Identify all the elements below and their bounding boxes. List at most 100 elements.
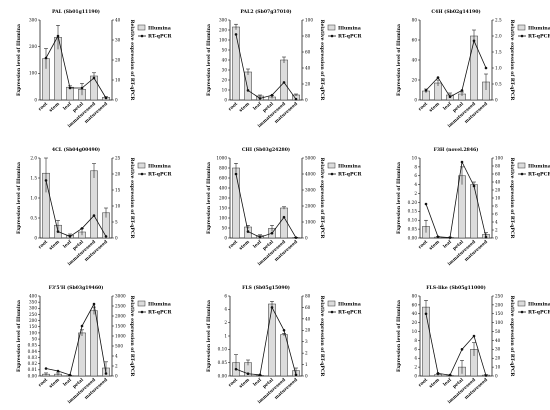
left-tick-label: 0 [34,97,37,102]
right-tick-label: 0 [305,97,308,102]
right-tick-label: 1000 [305,219,316,224]
right-axis-title: Relative expression of RT-qPCR [129,158,135,239]
left-tick-label: 6 [414,347,417,352]
left-tick-label: 250 [29,312,37,317]
chart-title: F3'5'H (Sb03g19460) [49,284,104,291]
right-tick-label: 0 [305,373,308,378]
legend-swatch-point [140,34,144,38]
qpcr-point [258,97,262,100]
legend-label-bar: Illumina [528,301,550,307]
bar [280,59,288,101]
qpcr-point [92,214,96,217]
legend-label-line: RT-qPCR [338,34,362,40]
right-tick-label: 20 [305,328,311,333]
left-tick-label: 40 [222,57,228,62]
left-tick-label: 400 [29,293,37,298]
left-tick-label: 20 [412,320,418,325]
chart-title: F3H (novel.2846) [434,146,479,153]
left-tick-label: 1000 [216,155,227,160]
right-tick-label: 10 [115,203,121,208]
left-tick-label: 50 [32,336,38,341]
right-tick-label: 100 [495,155,503,160]
right-tick-label: 0 [495,373,498,378]
legend-label-line: RT-qPCR [338,172,362,178]
qpcr-point [282,81,286,84]
right-tick-label: 40 [305,65,311,70]
qpcr-point [270,231,274,235]
qpcr-point [56,34,60,38]
left-tick-label: 0.05 [28,343,38,348]
qpcr-point [80,86,84,90]
left-axis-title: Expression level of Illumina [16,300,22,372]
category-label: leaf [443,239,454,250]
qpcr-point [68,373,72,377]
right-tick-label: 10 [495,365,501,370]
right-tick-label: 10 [495,195,501,200]
qpcr-line [425,160,487,239]
left-tick-label: 8 [414,164,417,169]
qpcr-point [44,179,48,182]
legend-swatch-point [520,310,524,314]
left-tick-label: 10 [222,87,228,92]
right-tick-label: 4 [495,219,498,224]
bar [422,306,430,377]
qpcr-point [448,373,452,377]
legend-swatch-point [330,34,334,38]
left-tick-label: 60 [412,302,418,307]
legend-swatch-point [330,172,334,176]
category-label: root [38,102,49,113]
left-tick-label: 0.01 [28,367,38,372]
legend-label-bar: Illumina [528,25,550,31]
right-tick-label: 40 [305,316,311,321]
right-tick-label: 60 [305,305,311,310]
right-axis-title: Relative expression of RT-qPCR [509,158,515,239]
qpcr-point [258,373,262,377]
qpcr-point [282,215,286,219]
qpcr-line [45,180,107,237]
chart-panel: 4CL (Sb04g00490) 0 0.5 1.0 1.5 2.0 0 5 10 15 20 25 E… [16,146,172,267]
qpcr-point [472,184,476,188]
right-tick-label: 20 [495,356,501,361]
qpcr-point [56,230,60,233]
right-tick-label: 3 [305,339,308,344]
category-label: leaf [63,377,74,388]
left-tick-label: 30 [222,67,228,72]
right-tick-label: 10 [115,77,121,82]
category-label: leaf [63,239,74,250]
left-tick-label: 0 [224,235,227,240]
right-tick-label: 2 [305,351,308,356]
category-label: root [38,240,49,251]
left-tick-label: 2 [414,191,417,196]
left-tick-label: 20 [222,77,228,82]
chart-panel: PAL2 (Sb07g37010) 0 10 20 30 40 50 100 200 300 0 20… [206,8,362,129]
left-tick-label: 0 [414,373,417,378]
right-tick-label: 1000 [115,333,126,338]
right-tick-label: 20 [115,57,121,62]
category-label: root [418,102,429,113]
right-tick-label: 0 [305,235,308,240]
qpcr-point [472,39,476,43]
category-label: leaf [253,377,264,388]
legend-label-bar: Illumina [148,25,171,31]
qpcr-point [68,86,72,90]
right-tick-label: 2 [495,227,498,232]
right-tick-label: 0.5 [495,81,502,86]
right-tick-label: 0 [495,97,498,102]
category-label: leaf [443,377,454,388]
right-tick-label: 25 [115,155,121,160]
right-tick-label: 0 [115,235,118,240]
qpcr-point [56,369,60,373]
left-tick-label: 150 [219,205,227,210]
left-tick-label: 80 [412,293,418,298]
right-tick-label: 2500 [115,303,126,308]
qpcr-point [44,56,48,60]
legend-label-bar: Illumina [148,301,171,307]
legend-swatch-bar [517,162,526,169]
right-tick-label: 6 [495,211,498,216]
chart-panel: F3H (novel.2846) 0.00 0.05 0.10 0.15 0.20 2 4 6 8… [396,146,550,267]
chart-title: 4CL (Sb04g00490) [52,146,100,153]
bar [78,332,86,377]
right-tick-label: 3000 [305,187,316,192]
bar [470,184,478,239]
